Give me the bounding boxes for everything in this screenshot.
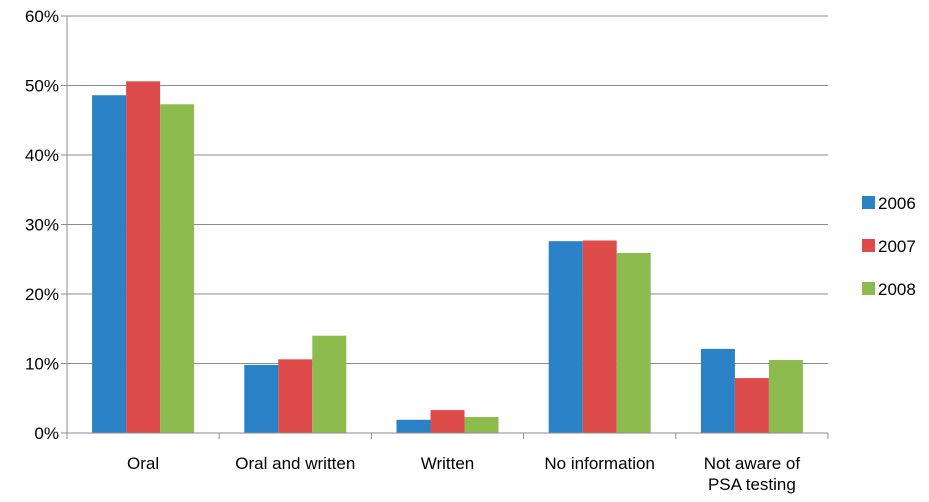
legend-swatch-2007: [862, 239, 875, 252]
y-tick-label-40: 40%: [25, 146, 59, 165]
y-tick-label-30: 30%: [25, 216, 59, 235]
legend: 2006 2007 2008: [862, 194, 916, 299]
x-category-label-3-line-0: No information: [544, 454, 655, 473]
bar-2007-cat-1: [278, 359, 313, 433]
y-axis-ticks: 0% 10% 20% 30% 40% 50% 60%: [25, 7, 67, 443]
bar-2007-cat-2: [430, 410, 465, 433]
legend-label-2006: 2006: [878, 194, 916, 213]
bar-2008-cat-3: [616, 252, 651, 433]
x-category-label-4-line-0: Not aware of: [704, 454, 801, 473]
legend-swatch-2008: [862, 282, 875, 295]
bar-2007-cat-0: [126, 81, 161, 433]
x-category-label-0-line-0: Oral: [127, 454, 159, 473]
bar-2006-cat-1: [244, 364, 279, 433]
y-tick-label-60: 60%: [25, 7, 59, 26]
y-tick-label-20: 20%: [25, 285, 59, 304]
y-tick-label-10: 10%: [25, 355, 59, 374]
bar-2008-cat-0: [160, 104, 195, 433]
legend-swatch-2006: [862, 196, 875, 209]
bar-2007-cat-3: [582, 240, 617, 433]
x-category-label-1-line-0: Oral and written: [235, 454, 355, 473]
x-axis-categories: Oral Oral and written Written No informatio…: [127, 454, 800, 494]
bar-2006-cat-2: [396, 419, 431, 433]
bar-2008-cat-1: [312, 335, 347, 433]
bar-2007-cat-4: [734, 378, 769, 433]
legend-label-2007: 2007: [878, 237, 916, 256]
bar-2008-cat-4: [768, 360, 803, 433]
y-tick-label-50: 50%: [25, 77, 59, 96]
bar-2006-cat-4: [700, 348, 735, 433]
bar-2006-cat-0: [92, 95, 127, 433]
x-category-label-2-line-0: Written: [421, 454, 475, 473]
x-category-label-4-line-1: PSA testing: [708, 475, 796, 494]
y-tick-label-0: 0%: [34, 424, 59, 443]
bars: [92, 81, 803, 433]
bar-2008-cat-2: [464, 417, 499, 433]
legend-label-2008: 2008: [878, 280, 916, 299]
bar-2006-cat-3: [548, 241, 583, 433]
